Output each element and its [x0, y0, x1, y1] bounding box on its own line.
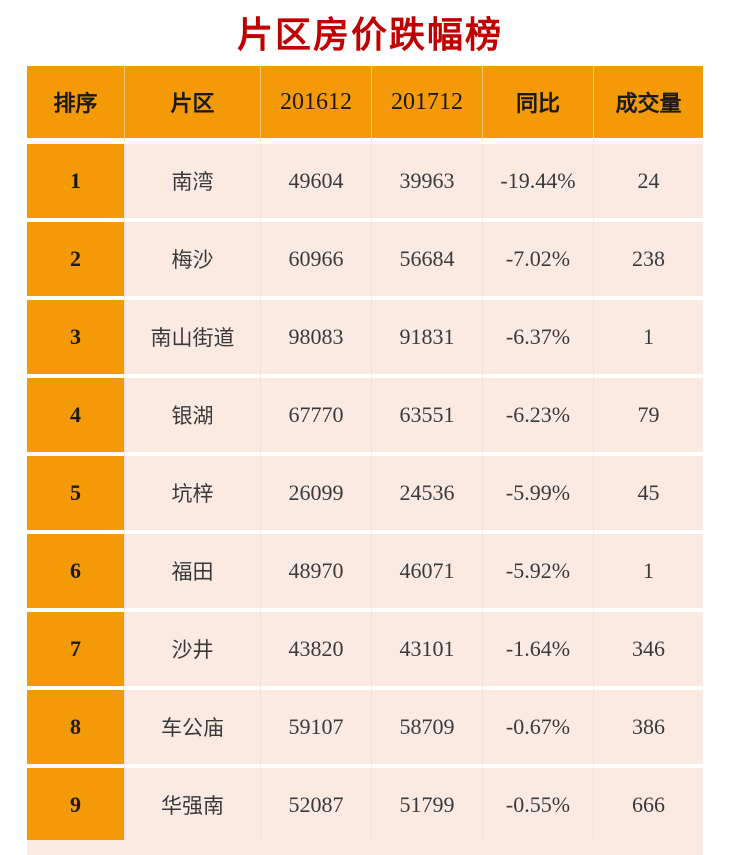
rank-cell: 1 [27, 142, 125, 220]
price-2016-cell: 49604 [261, 142, 372, 220]
price-2017-cell: 39963 [372, 142, 483, 220]
price-2017-cell: 24536 [372, 454, 483, 532]
price-2017-cell: 51799 [372, 766, 483, 844]
table-body: 1 南湾 49604 39963 -19.44% 24 2 梅沙 60966 5… [27, 142, 703, 844]
header-rank: 排序 [27, 66, 125, 142]
table-header: 排序 片区 201612 201712 同比 成交量 [27, 66, 703, 142]
area-cell: 福田 [125, 532, 261, 610]
area-cell: 沙井 [125, 610, 261, 688]
header-price-201612: 201612 [261, 66, 372, 142]
page-title: 片区房价跌幅榜 [236, 14, 503, 56]
table-row: 1 南湾 49604 39963 -19.44% 24 [27, 142, 703, 220]
table-row: 6 福田 48970 46071 -5.92% 1 [27, 532, 703, 610]
price-2017-cell: 46071 [372, 532, 483, 610]
volume-cell: 45 [594, 454, 703, 532]
yoy-cell: -0.67% [483, 688, 594, 766]
volume-cell: 1 [594, 532, 703, 610]
table-row: 8 车公庙 59107 58709 -0.67% 386 [27, 688, 703, 766]
rank-cell: 3 [27, 298, 125, 376]
rank-cell: 7 [27, 610, 125, 688]
yoy-cell: -6.23% [483, 376, 594, 454]
header-price-201712: 201712 [372, 66, 483, 142]
table-row: 7 沙井 43820 43101 -1.64% 346 [27, 610, 703, 688]
table-row: 2 梅沙 60966 56684 -7.02% 238 [27, 220, 703, 298]
table-row: 9 华强南 52087 51799 -0.55% 666 [27, 766, 703, 844]
table-row: 3 南山街道 98083 91831 -6.37% 1 [27, 298, 703, 376]
volume-cell: 386 [594, 688, 703, 766]
price-2016-cell: 98083 [261, 298, 372, 376]
ranking-table: 排序 片区 201612 201712 同比 成交量 1 南湾 49604 39… [27, 66, 703, 844]
yoy-cell: -7.02% [483, 220, 594, 298]
price-2016-cell: 43820 [261, 610, 372, 688]
rank-cell: 5 [27, 454, 125, 532]
area-cell: 银湖 [125, 376, 261, 454]
volume-cell: 1 [594, 298, 703, 376]
price-2016-cell: 59107 [261, 688, 372, 766]
yoy-cell: -6.37% [483, 298, 594, 376]
header-yoy: 同比 [483, 66, 594, 142]
table-row: 5 坑梓 26099 24536 -5.99% 45 [27, 454, 703, 532]
price-2016-cell: 26099 [261, 454, 372, 532]
rank-cell: 2 [27, 220, 125, 298]
rank-cell: 4 [27, 376, 125, 454]
volume-cell: 79 [594, 376, 703, 454]
yoy-cell: -5.99% [483, 454, 594, 532]
table-row: 4 银湖 67770 63551 -6.23% 79 [27, 376, 703, 454]
price-2017-cell: 63551 [372, 376, 483, 454]
table-bottom-strip [27, 840, 703, 855]
price-2017-cell: 91831 [372, 298, 483, 376]
header-volume: 成交量 [594, 66, 703, 142]
yoy-cell: -1.64% [483, 610, 594, 688]
yoy-cell: -19.44% [483, 142, 594, 220]
area-cell: 梅沙 [125, 220, 261, 298]
rank-cell: 6 [27, 532, 125, 610]
price-2017-cell: 43101 [372, 610, 483, 688]
price-2016-cell: 60966 [261, 220, 372, 298]
header-row: 排序 片区 201612 201712 同比 成交量 [27, 66, 703, 142]
area-cell: 坑梓 [125, 454, 261, 532]
yoy-cell: -5.92% [483, 532, 594, 610]
price-2016-cell: 52087 [261, 766, 372, 844]
volume-cell: 238 [594, 220, 703, 298]
volume-cell: 24 [594, 142, 703, 220]
volume-cell: 666 [594, 766, 703, 844]
rank-cell: 8 [27, 688, 125, 766]
volume-cell: 346 [594, 610, 703, 688]
yoy-cell: -0.55% [483, 766, 594, 844]
price-2017-cell: 56684 [372, 220, 483, 298]
price-2016-cell: 67770 [261, 376, 372, 454]
area-cell: 南山街道 [125, 298, 261, 376]
price-2017-cell: 58709 [372, 688, 483, 766]
area-cell: 南湾 [125, 142, 261, 220]
area-cell: 车公庙 [125, 688, 261, 766]
rank-cell: 9 [27, 766, 125, 844]
header-area: 片区 [125, 66, 261, 142]
price-2016-cell: 48970 [261, 532, 372, 610]
area-cell: 华强南 [125, 766, 261, 844]
